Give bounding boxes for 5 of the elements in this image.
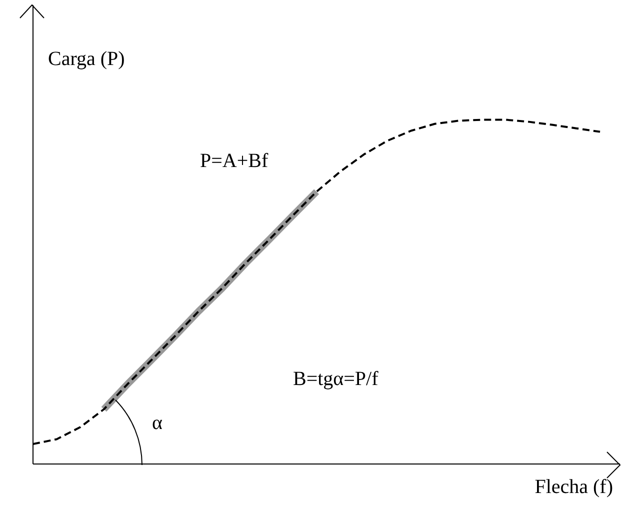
annotation: B=tgα=P/f: [293, 368, 378, 391]
x-axis-title: Flecha (f): [534, 476, 613, 499]
annotation: P=A+Bf: [200, 150, 268, 173]
y-axis-title: Carga (P): [48, 48, 125, 71]
annotation: α: [152, 412, 162, 435]
